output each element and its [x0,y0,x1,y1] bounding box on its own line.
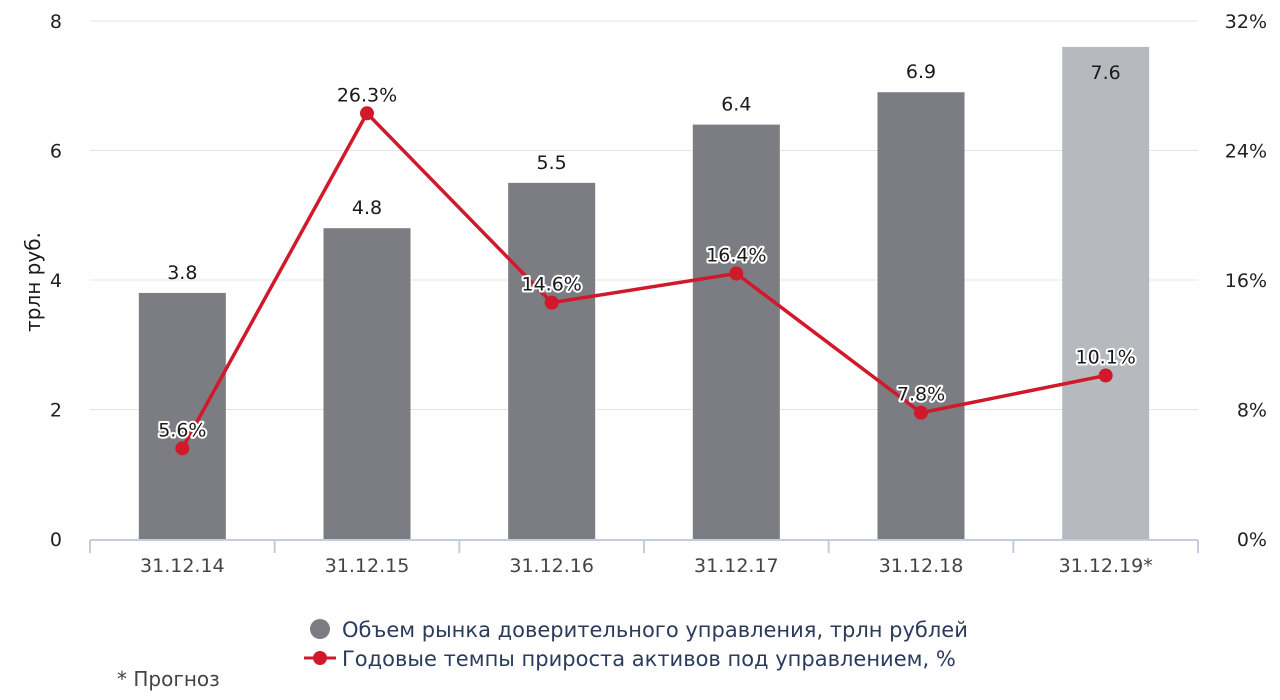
line-data-label: 10.1% [1075,347,1135,369]
labels-layer: 3.8 4.8 5.5 6.4 6.9 7.6 5.6% 26.3% 14.6% 16.4% 7.8… [156,61,1138,443]
grid-layer: 0 0% 2 8% 4 16% 6 24% 8 32% [50,11,1267,551]
line-data-label: 7.8% [897,384,945,406]
y2-tick-label: 16% [1225,270,1267,292]
legend-label-bar: Объем рынка доверительного управления, т… [342,618,968,642]
growth-rate-point [175,441,190,456]
growth-rate-point [544,295,559,310]
y-tick-label: 6 [50,141,62,163]
bar-data-label: 3.8 [167,262,197,284]
line-data-label: 5.6% [158,419,206,441]
growth-rate-point [1098,368,1113,383]
legend: Объем рынка доверительного управления, т… [304,618,968,671]
bar-data-label: 6.4 [721,94,751,116]
x-tick-label: 31.12.19* [1059,555,1153,577]
y-axis-title: трлн руб. [21,232,45,332]
growth-rate-point [914,405,928,420]
y2-tick-label: 32% [1225,11,1267,33]
growth-rate-line [180,111,1107,450]
y-tick-label: 2 [50,400,62,422]
legend-marker-bar [310,619,330,639]
x-tick-label: 31.12.17 [694,555,779,577]
line-data-label: 14.6% [521,274,581,296]
bar [692,124,780,539]
y2-tick-label: 0% [1237,529,1267,551]
y-tick-label: 4 [50,270,62,292]
y-tick-label: 8 [50,11,62,33]
bar [323,228,411,539]
growth-rate-point [360,106,374,121]
x-axis: 31.12.14 31.12.15 31.12.16 31.12.17 31.12.18… [89,539,1199,577]
y2-tick-label: 8% [1237,400,1267,422]
x-tick-label: 31.12.16 [509,555,594,577]
line-data-label: 16.4% [706,245,766,267]
bar-data-label: 7.6 [1091,62,1121,84]
line-data-label: 26.3% [337,84,397,106]
bar [508,182,596,539]
x-tick-label: 31.12.18 [879,555,964,577]
bar [138,292,226,539]
x-tick-label: 31.12.14 [140,555,225,577]
bar-data-label: 5.5 [537,152,567,174]
footnote: * Прогноз [117,667,220,691]
bars-layer [138,46,1150,540]
bar [1062,46,1150,540]
legend-marker-line-dot [313,651,327,665]
bar [877,92,965,539]
bar-data-label: 4.8 [352,197,382,219]
x-tick-label: 31.12.15 [325,555,410,577]
y-tick-label: 0 [50,529,62,551]
y2-tick-label: 24% [1225,141,1267,163]
growth-rate-point [729,266,744,281]
line-layer [175,106,1113,456]
legend-label-line: Годовые темпы прироста активов под управ… [342,647,956,671]
bar-data-label: 6.9 [906,61,936,83]
